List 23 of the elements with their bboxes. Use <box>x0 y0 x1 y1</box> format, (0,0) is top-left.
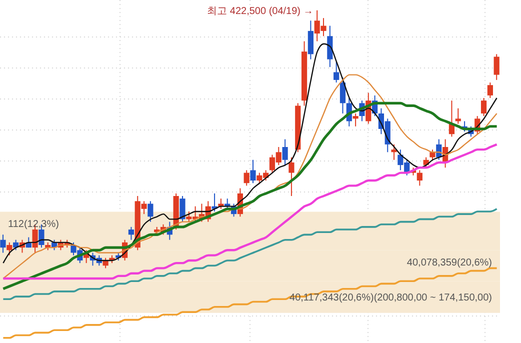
candlestick <box>455 108 461 124</box>
candlestick <box>487 82 493 98</box>
candlestick <box>391 144 397 160</box>
candlestick <box>494 54 500 80</box>
candlestick <box>308 20 314 60</box>
candlestick <box>334 61 340 84</box>
candlestick <box>0 234 6 254</box>
candlestick <box>288 156 294 196</box>
candlestick <box>282 138 288 166</box>
candlestick <box>148 200 154 222</box>
band-label: 112(12,3%) <box>8 218 59 230</box>
candlestick <box>128 226 134 240</box>
candlestick <box>416 170 422 186</box>
candlestick <box>327 25 333 68</box>
band-label: 40,078,359(20,6%) <box>406 258 492 269</box>
candlestick <box>244 170 250 186</box>
candlestick <box>250 159 256 184</box>
candlestick <box>6 242 12 256</box>
annotation: 최고 422,500 (04/19) → <box>207 6 314 17</box>
band-label: 40,117,343(20,6%)(200,800,00 ~ 174,150,00) <box>290 292 492 304</box>
candlestick <box>430 149 436 160</box>
candlestick <box>480 98 487 117</box>
candlestick <box>352 112 358 127</box>
